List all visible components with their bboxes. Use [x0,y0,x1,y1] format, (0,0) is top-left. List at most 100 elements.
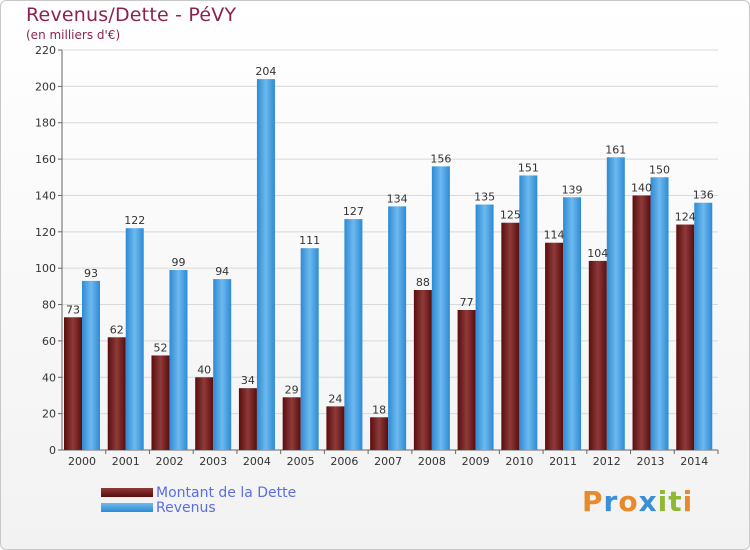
debt-bar [64,317,82,450]
debt-value-label: 114 [544,229,565,242]
data-labels: 73 93 62 122 52 99 40 94 34 204 29 111 24 127 18 134 88 1… [66,65,714,416]
debt-bar [282,397,301,450]
x-tick-label: 2000 [68,455,96,468]
bars [64,79,713,451]
revenue-bar [213,279,232,450]
revenue-bar [606,157,625,451]
logo-letter: t [668,485,683,518]
debt-value-label: 24 [328,392,342,405]
debt-bar [195,377,214,450]
debt-value-label: 18 [372,403,386,416]
revenue-value-label: 156 [430,152,451,165]
revenue-bar [431,166,450,450]
debt-value-label: 52 [153,341,167,354]
chart-title: Revenus/Dette - PéVY [26,4,237,26]
debt-bar [588,260,607,450]
logo-letter: P [582,485,604,518]
debt-value-label: 77 [460,296,474,309]
y-tick-label: 200 [35,80,56,93]
revenue-value-label: 135 [474,191,495,204]
revenue-value-label: 99 [171,256,185,269]
debt-bar [413,290,432,450]
x-tick-label: 2003 [199,455,227,468]
chart-plot: 0 20 40 60 80 100 120 140 160 180 200 220 2000 2001 20… [35,44,719,468]
y-tick-label: 220 [35,44,56,57]
x-tick-label: 2013 [637,455,665,468]
debt-bar [457,310,476,450]
chart-subtitle: (en milliers d'€) [26,28,121,42]
debt-bar [238,388,257,450]
debt-value-label: 40 [197,363,211,376]
debt-value-label: 124 [675,211,696,224]
debt-bar [632,195,651,450]
x-tick-label: 2006 [330,455,358,468]
debt-value-label: 125 [500,209,521,222]
revenue-value-label: 151 [518,161,539,174]
y-tick-label: 60 [42,335,56,348]
revenue-value-label: 134 [387,192,408,205]
debt-value-label: 73 [66,303,80,316]
x-tick-label: 2011 [549,455,577,468]
revenue-bar [519,175,538,451]
debt-value-label: 34 [241,374,255,387]
x-tick-label: 2008 [418,455,446,468]
y-tick-label: 0 [49,444,56,457]
y-tick-label: 140 [35,189,56,202]
revenue-value-label: 139 [562,183,583,196]
debt-value-label: 140 [631,181,652,194]
x-tick-label: 2009 [462,455,490,468]
legend-debt-label: Montant de la Dette [156,485,297,501]
x-tick-label: 2014 [680,455,708,468]
revenue-value-label: 150 [649,163,670,176]
logo-letter: i [657,485,669,518]
x-tick-label: 2007 [374,455,402,468]
x-tick-label: 2010 [505,455,533,468]
debt-bar [107,337,126,450]
x-tick-label: 2005 [287,455,315,468]
debt-bar [151,355,170,450]
legend-debt-swatch [101,488,153,497]
y-tick-label: 120 [35,226,56,239]
revenue-value-label: 93 [84,267,98,280]
revenue-bar [256,79,275,450]
y-tick-label: 80 [42,299,56,312]
revenue-bar [694,202,713,450]
revenue-value-label: 204 [255,65,276,78]
proxiti-logo: Proxiti [582,485,693,518]
revenue-value-label: 136 [693,189,714,202]
debt-value-label: 104 [587,247,608,260]
y-tick-label: 40 [42,371,56,384]
revenue-bar [388,206,407,450]
y-tick-label: 100 [35,262,56,275]
revenue-value-label: 127 [343,205,364,218]
debt-value-label: 62 [110,323,124,336]
logo-letter: x [638,485,658,518]
logo-letter: r [603,485,619,518]
y-tick-label: 180 [35,117,56,130]
revenue-bar [82,280,100,450]
revenue-bar [475,204,494,450]
x-tick-label: 2004 [243,455,271,468]
revenue-bar [125,228,144,450]
y-tick-label: 160 [35,153,56,166]
revenue-value-label: 94 [215,265,229,278]
debt-bar [676,224,695,450]
revenue-bar [650,177,669,451]
debt-bar [545,242,564,450]
debt-bar [370,417,389,450]
legend-revenue-label: Revenus [156,500,216,516]
revenue-value-label: 111 [299,234,320,247]
debt-value-label: 29 [285,383,299,396]
logo-letter: i [682,485,694,518]
x-tick-label: 2001 [112,455,140,468]
y-tick-label: 20 [42,408,56,421]
x-tick-label: 2012 [593,455,621,468]
x-tick-label: 2002 [155,455,183,468]
debt-value-label: 88 [416,276,430,289]
revenue-bar [344,219,363,450]
revenue-value-label: 122 [124,214,145,227]
revenue-bar [300,248,319,450]
legend-revenue-swatch [101,503,153,512]
revenue-value-label: 161 [605,143,626,156]
